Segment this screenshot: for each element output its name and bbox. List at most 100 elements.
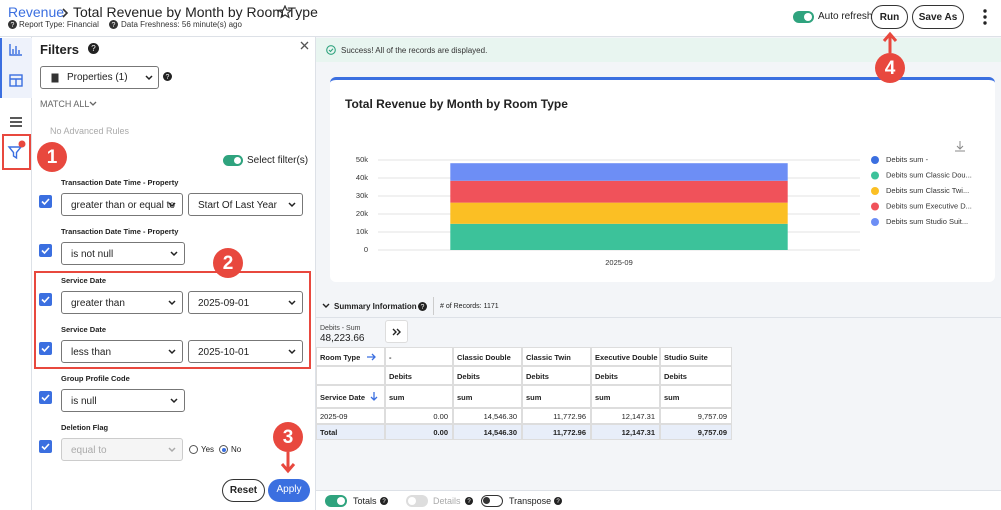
list-icon[interactable] <box>9 116 23 128</box>
filter-label: Transaction Date Time - Property <box>61 228 178 236</box>
cell-text: 14,546.30 <box>484 429 517 437</box>
table-cell: Studio Suite <box>660 347 732 366</box>
more-icon[interactable] <box>982 8 988 26</box>
chevron-icon <box>168 202 176 208</box>
bar-segment <box>450 163 787 181</box>
filter-label: Transaction Date Time - Property <box>61 179 178 187</box>
cell-text: Debits <box>664 373 687 381</box>
operator-select[interactable]: is not null <box>61 242 185 265</box>
table-cell: sum <box>385 385 453 408</box>
table-cell: sum <box>660 385 732 408</box>
table-cell: Executive Double <box>591 347 660 366</box>
chart: Total Revenue by Month by Room Type 010k… <box>330 78 995 282</box>
value-select[interactable]: 2025-10-01 <box>188 340 303 363</box>
download-icon[interactable] <box>955 141 965 151</box>
save-as-button[interactable]: Save As <box>912 5 964 29</box>
chevron <box>289 350 295 353</box>
bar-segment <box>450 181 787 203</box>
table-cell: 14,546.30 <box>453 424 522 440</box>
legend-label: Debits sum Executive D... <box>886 201 972 210</box>
radio-dot <box>222 448 226 452</box>
help-icon: ? <box>8 20 17 29</box>
chevron-icon <box>60 7 70 19</box>
filter-label: Service Date <box>61 326 106 334</box>
table-cell: Debits <box>660 366 732 385</box>
filter-icon[interactable] <box>7 140 27 162</box>
operator-select[interactable]: greater than <box>61 291 183 314</box>
apply-label: Apply <box>268 485 310 495</box>
breadcrumb[interactable]: Revenue <box>8 5 64 19</box>
checkbox[interactable] <box>39 195 52 208</box>
apply-button[interactable]: Apply <box>268 479 310 502</box>
operator-select[interactable]: less than <box>61 340 183 363</box>
help-icon: ? <box>418 302 427 311</box>
cell-text: Studio Suite <box>664 354 708 362</box>
y-tick-label: 30k <box>356 191 368 200</box>
table-cell: 14,546.30 <box>453 408 522 424</box>
chart-icon[interactable] <box>9 43 23 56</box>
icon-rail <box>0 37 32 510</box>
cell-text: sum <box>664 394 679 402</box>
table-cell: Service Date <box>316 385 385 408</box>
divider <box>316 317 1001 318</box>
match-all[interactable]: MATCH ALL <box>40 100 89 109</box>
select-filters-label: Select filter(s) <box>247 156 308 166</box>
star-icon[interactable] <box>278 5 292 19</box>
checkbox[interactable] <box>39 440 52 453</box>
chevron-icon[interactable] <box>322 303 330 309</box>
checkbox[interactable] <box>39 244 52 257</box>
select-filters-toggle[interactable] <box>223 155 243 166</box>
chart-title: Total Revenue by Month by Room Type <box>345 97 568 111</box>
auto-refresh-toggle[interactable] <box>793 11 814 23</box>
chevron-icon <box>288 202 296 208</box>
table-icon[interactable] <box>9 74 23 87</box>
properties-select[interactable]: Properties (1) <box>40 66 159 89</box>
operator-select-label: less than <box>71 348 111 358</box>
value-select[interactable]: Start Of Last Year <box>188 193 303 216</box>
chevron <box>289 301 295 304</box>
annotation-badge <box>37 142 67 172</box>
cell-text: 12,147.31 <box>622 413 655 421</box>
legend-label: Debits sum Classic Twi... <box>886 186 969 195</box>
legend-marker <box>871 203 879 211</box>
arrow-down-icon <box>370 392 378 401</box>
table-cell: sum <box>453 385 522 408</box>
transpose-label: Transpose <box>509 497 551 506</box>
table-cell: 9,757.09 <box>660 408 732 424</box>
check-mark <box>39 244 52 257</box>
table-cell: 2025-09 <box>316 408 385 424</box>
record-count: # of Records: 1171 <box>440 303 499 310</box>
chevron-icon <box>89 101 97 107</box>
run-button[interactable]: Run <box>871 5 908 29</box>
cell-text: 0.00 <box>433 429 448 437</box>
radio[interactable] <box>189 445 198 454</box>
expand-button[interactable] <box>385 320 408 343</box>
toggle-knob <box>234 157 241 164</box>
cell-text: sum <box>595 394 610 402</box>
close-icon[interactable] <box>300 41 309 50</box>
details-toggle[interactable] <box>406 495 428 507</box>
save-as-label: Save As <box>913 13 963 23</box>
transpose-toggle[interactable] <box>481 495 503 507</box>
double-chevron-icon <box>392 328 402 336</box>
radio[interactable] <box>219 445 228 454</box>
data-freshness: Data Freshness: 56 minute(s) ago <box>121 21 242 29</box>
checkbox[interactable] <box>39 342 52 355</box>
run-label: Run <box>872 13 907 23</box>
checkbox[interactable] <box>39 293 52 306</box>
table-cell: Room Type <box>316 347 385 366</box>
operator-select[interactable]: greater than or equal to <box>61 193 183 216</box>
cell-text: 14,546.30 <box>484 413 517 421</box>
toggle-knob <box>337 497 345 505</box>
totals-toggle[interactable] <box>325 495 347 507</box>
table-cell: 0.00 <box>385 424 453 440</box>
reset-button[interactable]: Reset <box>222 479 265 502</box>
table-cell: 11,772.96 <box>522 408 591 424</box>
operator-select[interactable]: is null <box>61 389 185 412</box>
value-select[interactable]: 2025-09-01 <box>188 291 303 314</box>
checkbox[interactable] <box>39 391 52 404</box>
chevron <box>171 252 177 255</box>
legend-label: Debits sum - <box>886 155 929 164</box>
operator-select[interactable]: equal to <box>61 438 183 461</box>
table-cell: Classic Double <box>453 347 522 366</box>
